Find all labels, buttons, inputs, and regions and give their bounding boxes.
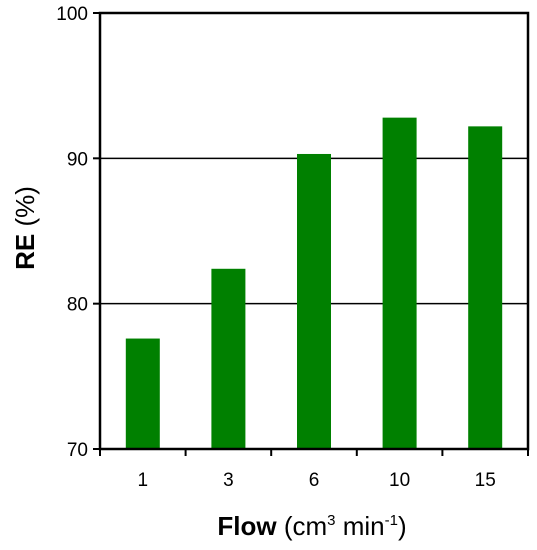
y-axis: 70 80 90 100 <box>56 4 100 461</box>
x-axis: 1 3 6 10 15 <box>99 449 529 491</box>
plot-area <box>98 11 530 451</box>
x-tick-label: 6 <box>309 470 320 491</box>
x-tick-label: 15 <box>475 470 496 491</box>
bars <box>125 117 503 450</box>
x-tick-label: 10 <box>389 470 410 491</box>
y-axis-title: RE (%) <box>10 186 40 270</box>
y-tick-label: 80 <box>67 295 88 316</box>
y-tick-label: 90 <box>67 149 88 170</box>
x-axis-title: Flow (cm3 min-1) <box>217 511 406 541</box>
bar <box>125 338 160 449</box>
bar <box>382 117 417 449</box>
bar <box>297 153 331 449</box>
bar <box>211 268 246 449</box>
x-tick-label: 3 <box>223 470 234 491</box>
y-tick-label: 70 <box>67 440 88 461</box>
y-tick-label: 100 <box>56 4 88 25</box>
bar <box>468 126 503 450</box>
x-tick-label: 1 <box>138 470 149 491</box>
